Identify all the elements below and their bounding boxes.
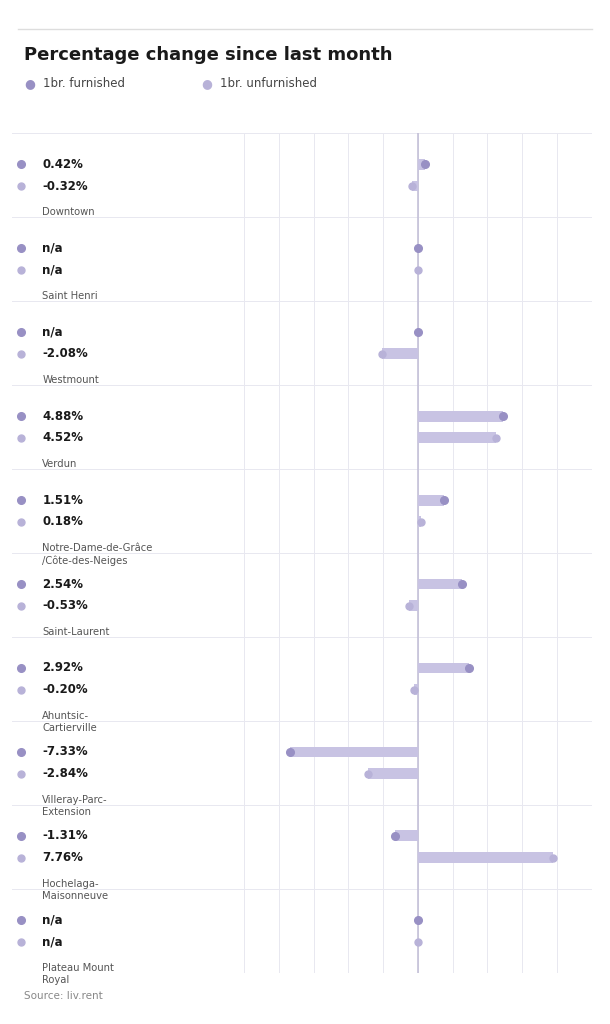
Text: Saint Henri: Saint Henri (42, 291, 98, 301)
Text: -7.33%: -7.33% (42, 745, 88, 759)
Text: n/a: n/a (42, 242, 63, 255)
Text: n/a: n/a (42, 263, 63, 276)
Text: 4.52%: 4.52% (42, 431, 84, 444)
Text: ●: ● (24, 77, 35, 90)
Text: 0.42%: 0.42% (42, 158, 83, 171)
Text: -2.08%: -2.08% (42, 347, 88, 360)
Text: 0.18%: 0.18% (42, 515, 83, 528)
Bar (368, 768, 418, 779)
Bar (418, 516, 421, 527)
Bar (418, 663, 468, 674)
Text: Verdun: Verdun (42, 459, 77, 469)
Text: Percentage change since last month: Percentage change since last month (24, 46, 393, 65)
Text: -0.32%: -0.32% (42, 179, 88, 193)
Text: -1.31%: -1.31% (42, 829, 88, 843)
Bar (418, 159, 425, 170)
Text: 1br. furnished: 1br. furnished (43, 77, 124, 90)
Bar (418, 579, 462, 590)
Text: 2.54%: 2.54% (42, 578, 84, 591)
Text: -0.53%: -0.53% (42, 599, 88, 612)
Bar (418, 411, 503, 422)
Bar (418, 495, 444, 506)
Bar (418, 432, 497, 443)
Text: Saint-Laurent: Saint-Laurent (42, 627, 110, 637)
Bar (382, 348, 418, 359)
Text: 1.51%: 1.51% (42, 494, 83, 507)
Bar (414, 684, 418, 695)
Text: Downtown: Downtown (42, 207, 95, 217)
Text: n/a: n/a (42, 326, 63, 339)
Text: Plateau Mount
Royal: Plateau Mount Royal (42, 963, 114, 985)
Bar (412, 180, 418, 191)
Text: Notre-Dame-de-Grâce
/Côte-des-Neiges: Notre-Dame-de-Grâce /Côte-des-Neiges (42, 543, 152, 566)
Text: Ahuntsic-
Cartierville: Ahuntsic- Cartierville (42, 711, 97, 733)
Bar (290, 746, 418, 758)
Text: -0.20%: -0.20% (42, 683, 88, 696)
Bar (395, 830, 418, 842)
Text: Hochelaga-
Maisonneuve: Hochelaga- Maisonneuve (42, 879, 109, 901)
Text: n/a: n/a (42, 913, 63, 927)
Text: 7.76%: 7.76% (42, 851, 83, 864)
Text: 1br. unfurnished: 1br. unfurnished (220, 77, 317, 90)
Text: n/a: n/a (42, 935, 63, 948)
Text: ●: ● (201, 77, 212, 90)
Bar (418, 852, 553, 863)
Text: 2.92%: 2.92% (42, 662, 83, 675)
Bar (409, 600, 418, 611)
Text: Source: liv.rent: Source: liv.rent (24, 991, 103, 1001)
Text: -2.84%: -2.84% (42, 767, 88, 780)
Text: Westmount: Westmount (42, 375, 99, 385)
Text: 4.88%: 4.88% (42, 410, 84, 423)
Text: Villeray-Parc-
Extension: Villeray-Parc- Extension (42, 795, 108, 817)
